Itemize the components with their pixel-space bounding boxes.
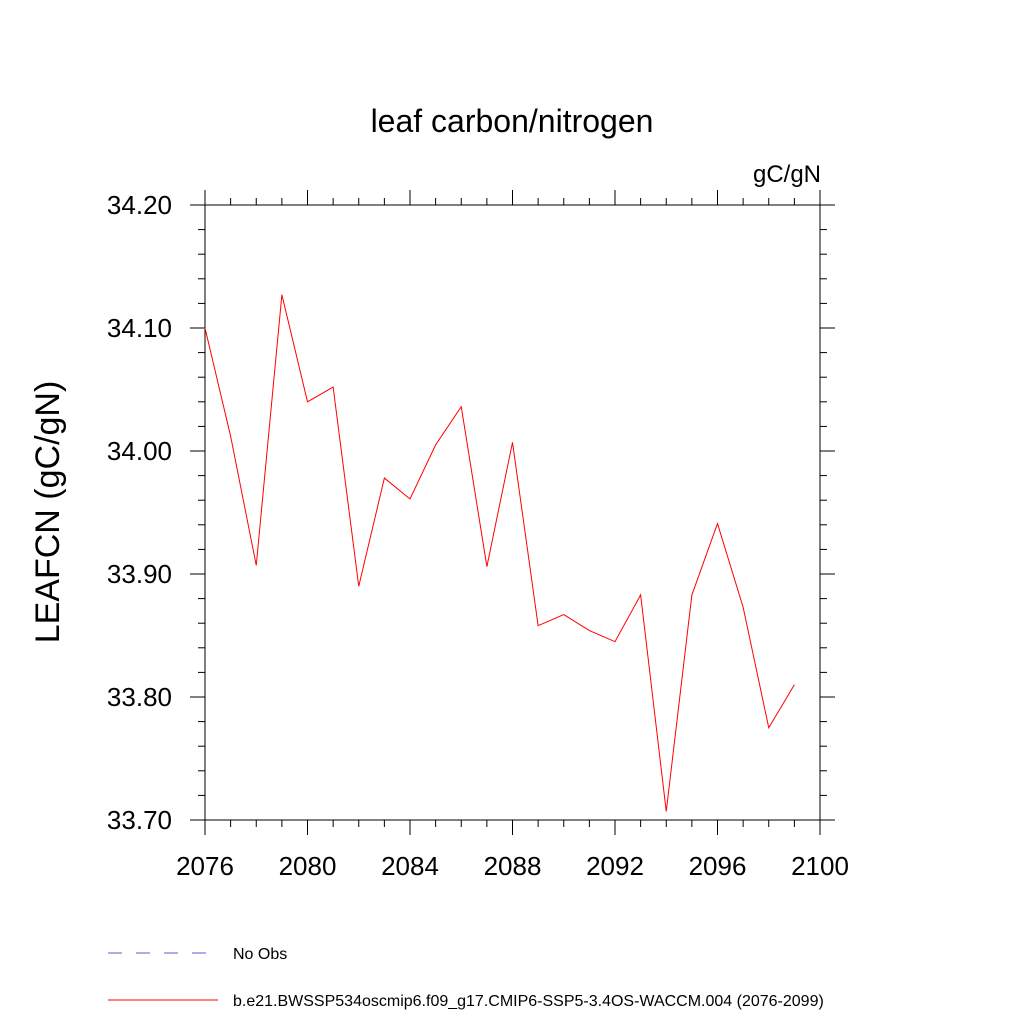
x-axis: 2076 2080 2084 2088 2092 2096 2100 <box>176 190 849 881</box>
x-tick-label: 2076 <box>176 851 234 881</box>
y-tick-label: 34.10 <box>107 313 172 343</box>
x-tick-label: 2088 <box>484 851 542 881</box>
chart-title: leaf carbon/nitrogen <box>371 103 654 139</box>
x-tick-label: 2096 <box>689 851 747 881</box>
x-tick-label: 2084 <box>381 851 439 881</box>
x-tick-label: 2092 <box>586 851 644 881</box>
x-tick-label: 2080 <box>279 851 337 881</box>
y-axis-label: LEAFCN (gC/gN) <box>29 381 67 644</box>
series-layer <box>204 294 795 812</box>
x-tick-label: 2100 <box>791 851 849 881</box>
y-tick-label: 33.80 <box>107 682 172 712</box>
legend-label-no-obs: No Obs <box>233 946 287 963</box>
y-tick-label: 34.00 <box>107 436 172 466</box>
y-axis: 33.70 33.80 33.90 34.00 34.10 34.20 <box>107 190 835 835</box>
y-tick-label: 33.90 <box>107 559 172 589</box>
units-label: gC/gN <box>753 161 821 188</box>
series-line <box>204 294 795 812</box>
y-tick-label: 33.70 <box>107 805 172 835</box>
legend: No Obs b.e21.BWSSP534oscmip6.f09_g17.CMI… <box>108 946 824 1010</box>
y-tick-label: 34.20 <box>107 190 172 220</box>
legend-label-model: b.e21.BWSSP534oscmip6.f09_g17.CMIP6-SSP5… <box>233 993 824 1010</box>
plot-frame <box>204 204 821 821</box>
